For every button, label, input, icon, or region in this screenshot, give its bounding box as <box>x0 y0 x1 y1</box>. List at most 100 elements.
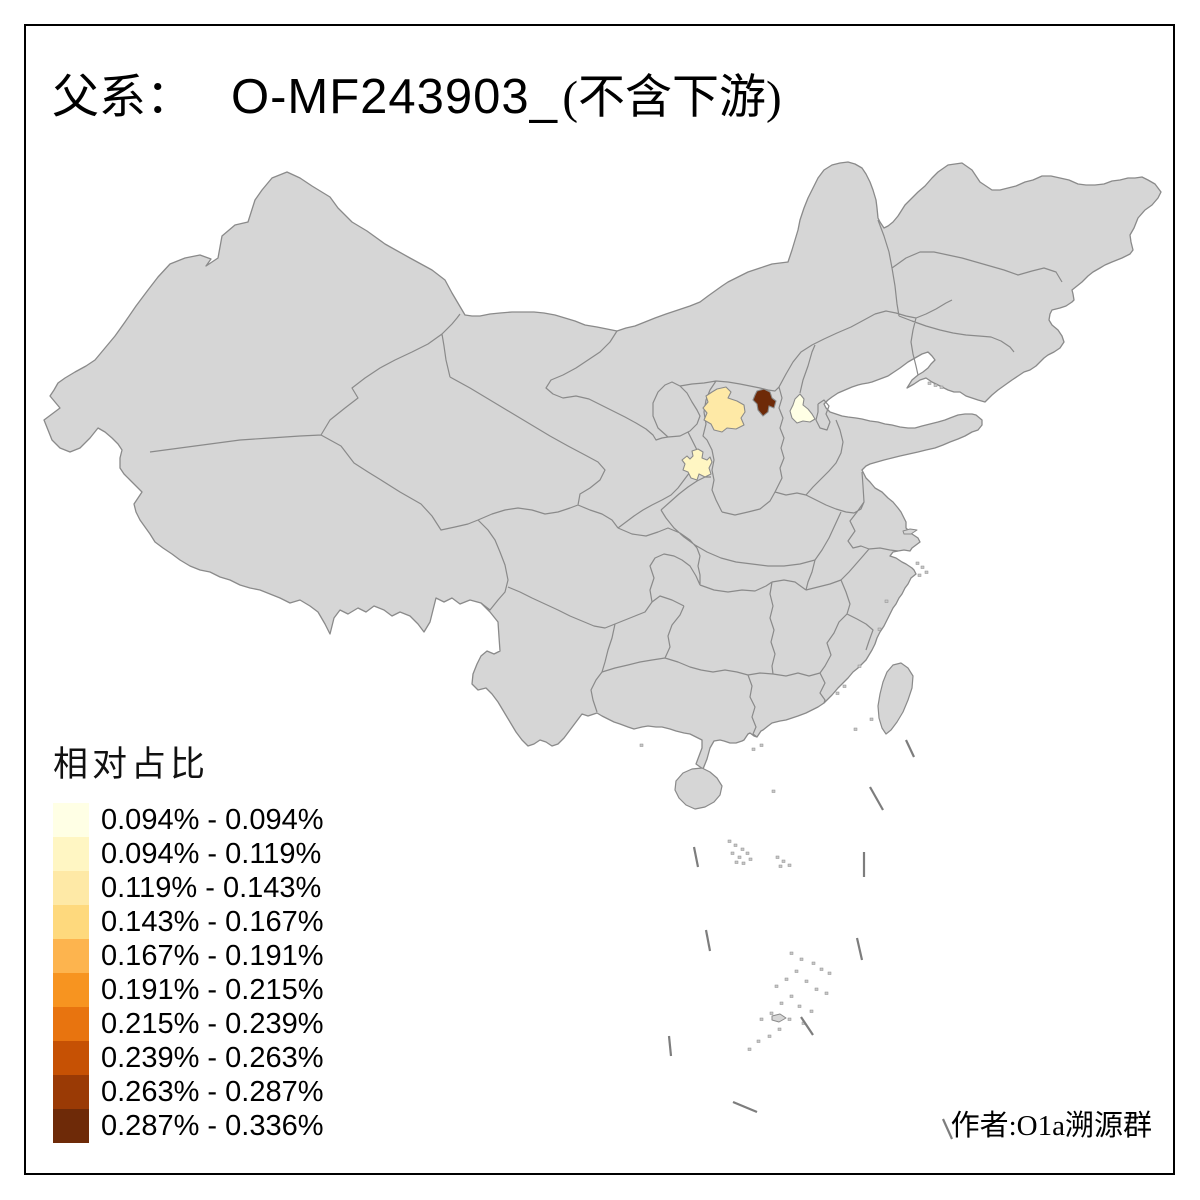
legend-swatch <box>53 837 89 871</box>
legend-item: 0.167% - 0.191% <box>53 939 323 973</box>
nine-dash-line-segment <box>905 739 915 758</box>
minor-island <box>857 664 862 668</box>
minor-island <box>777 1027 782 1031</box>
minor-island <box>794 969 799 973</box>
minor-island <box>789 951 794 955</box>
map-legend: 相对占比 0.094% - 0.094% 0.094% - 0.119% 0.119… <box>53 736 323 1143</box>
minor-island <box>811 961 816 965</box>
minor-island <box>740 847 745 851</box>
minor-island <box>781 859 786 863</box>
minor-island <box>784 977 789 981</box>
province-borders <box>149 219 1063 738</box>
nine-dash-line-segment <box>800 1016 814 1036</box>
minor-island <box>824 991 829 995</box>
minor-island <box>748 857 753 861</box>
minor-island <box>779 1001 784 1005</box>
minor-island <box>769 1011 774 1015</box>
minor-island <box>767 1034 772 1038</box>
minor-island <box>927 381 932 385</box>
minor-island <box>730 851 735 855</box>
nine-dash-line-segment <box>855 937 864 961</box>
legend-label: 0.191% - 0.215% <box>101 974 324 1006</box>
minor-island <box>733 843 738 847</box>
minor-island <box>745 851 750 855</box>
south-china-sea-islet <box>771 1013 787 1023</box>
legend-label: 0.094% - 0.094% <box>101 804 324 836</box>
legend-item: 0.094% - 0.119% <box>53 837 323 871</box>
minor-island <box>799 957 804 961</box>
nine-dash-line-segment <box>732 1100 758 1114</box>
legend-label: 0.094% - 0.119% <box>101 838 322 870</box>
legend-label: 0.263% - 0.287% <box>101 1076 324 1108</box>
minor-island <box>727 839 732 843</box>
nine-dash-line-segment <box>667 1035 673 1057</box>
map-credit: 作者:O1a溯源群 <box>950 1110 1152 1142</box>
minor-island <box>877 627 882 631</box>
taiwan-island <box>877 662 914 735</box>
minor-island <box>819 967 824 971</box>
highlighted-region-2 <box>752 388 777 417</box>
hainan-island <box>674 767 723 810</box>
legend-item: 0.191% - 0.215% <box>53 973 323 1007</box>
minor-island <box>939 385 944 389</box>
legend-swatch <box>53 905 89 939</box>
minor-island <box>827 971 832 975</box>
minor-island <box>804 979 809 983</box>
minor-island <box>789 994 794 998</box>
legend-label: 0.119% - 0.143% <box>101 872 322 904</box>
minor-island <box>639 743 644 747</box>
minor-island <box>842 684 847 688</box>
minor-island <box>797 1004 802 1008</box>
legend-title: 相对占比 <box>53 745 210 784</box>
legend-item: 0.215% - 0.239% <box>53 1007 323 1041</box>
minor-island <box>734 860 739 864</box>
legend-item: 0.239% - 0.263% <box>53 1041 323 1075</box>
minor-island <box>835 691 840 695</box>
minor-island <box>774 984 779 988</box>
minor-island <box>915 561 920 565</box>
nine-dash-line-segment <box>941 1118 954 1140</box>
minor-island <box>884 599 889 603</box>
legend-label: 0.215% - 0.239% <box>101 1008 324 1040</box>
minor-island <box>737 855 742 859</box>
legend-swatch <box>53 939 89 973</box>
title-suffix: (不含下游) <box>562 72 782 124</box>
legend-item: 0.263% - 0.287% <box>53 1075 323 1109</box>
title-prefix: 父系： <box>52 72 193 124</box>
minor-island <box>759 743 764 747</box>
minor-island <box>814 987 819 991</box>
minor-island <box>759 1017 764 1021</box>
nine-dash-line-segment <box>692 846 700 868</box>
legend-swatch <box>53 1007 89 1041</box>
legend-item: 0.143% - 0.167% <box>53 905 323 939</box>
legend-label: 0.167% - 0.191% <box>101 940 324 972</box>
legend-label: 0.143% - 0.167% <box>101 906 324 938</box>
legend-rows: 0.094% - 0.094% 0.094% - 0.119% 0.119% - 0… <box>53 803 323 1143</box>
minor-island <box>933 383 938 387</box>
legend-swatch <box>53 1075 89 1109</box>
legend-swatch <box>53 803 89 837</box>
legend-swatch <box>53 973 89 1007</box>
highlighted-region-3 <box>789 393 816 424</box>
chongming-island <box>902 528 918 535</box>
minor-island <box>787 863 792 867</box>
minor-island <box>756 1039 761 1043</box>
legend-label: 0.287% - 0.336% <box>101 1110 324 1142</box>
minor-island <box>853 727 858 731</box>
minor-island <box>869 717 874 721</box>
minor-island <box>920 565 925 569</box>
minor-island <box>778 864 783 868</box>
minor-island <box>741 861 746 865</box>
minor-island <box>775 855 780 859</box>
legend-item: 0.119% - 0.143% <box>53 871 323 905</box>
legend-label: 0.239% - 0.263% <box>101 1042 324 1074</box>
minor-island <box>809 1009 814 1013</box>
minor-island <box>747 1047 752 1051</box>
nine-dash-line-segment <box>704 929 712 952</box>
highlighted-region-4 <box>681 448 713 481</box>
minor-island <box>771 789 776 793</box>
legend-swatch <box>53 1109 89 1143</box>
nine-dash-line-segment <box>869 786 884 811</box>
